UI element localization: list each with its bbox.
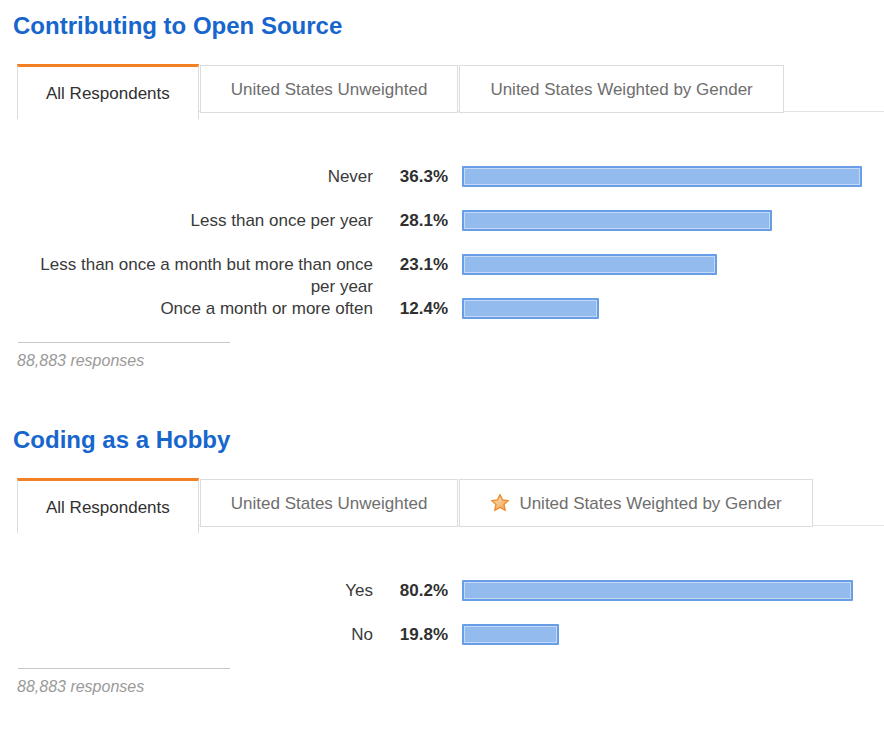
star-icon [490, 493, 510, 513]
bar-value: 23.1% [373, 254, 448, 276]
bar-label: No [17, 624, 373, 646]
tab-label: All Respondents [46, 485, 170, 530]
bar-track [462, 624, 884, 646]
tab-bar: All Respondents United States Unweighted… [17, 64, 884, 119]
bar-label: Less than once a month but more than onc… [17, 254, 373, 298]
divider [18, 668, 230, 669]
tab-label: United States Unweighted [231, 67, 428, 112]
tab-all-respondents[interactable]: All Respondents [17, 478, 199, 533]
bar [462, 298, 599, 319]
bar-track [462, 580, 884, 602]
bar-label: Less than once per year [17, 210, 373, 232]
divider [18, 342, 230, 343]
bar-value: 12.4% [373, 298, 448, 320]
bar-chart-contributing: Never 36.3% Less than once per year 28.1… [17, 119, 884, 320]
bar [462, 254, 717, 275]
responses-note: 88,883 responses [17, 351, 884, 371]
tab-label: United States Weighted by Gender [519, 481, 781, 526]
section-contributing-open-source: Contributing to Open Source All Responde… [17, 12, 884, 371]
chart-row: Once a month or more often 12.4% [17, 298, 884, 320]
bar-value: 36.3% [373, 166, 448, 188]
tab-label: All Respondents [46, 71, 170, 116]
bar [462, 210, 772, 231]
tab-us-unweighted[interactable]: United States Unweighted [200, 479, 459, 527]
bar-track [462, 298, 884, 320]
bar-value: 80.2% [373, 580, 448, 602]
bar-value: 19.8% [373, 624, 448, 646]
bar-track [462, 166, 884, 188]
tab-us-weighted-by-gender[interactable]: United States Weighted by Gender [459, 65, 783, 113]
tab-all-respondents[interactable]: All Respondents [17, 64, 199, 119]
bar-label: Yes [17, 580, 373, 602]
section-title: Contributing to Open Source [13, 12, 884, 40]
section-coding-as-hobby: Coding as a Hobby All Respondents United… [17, 426, 884, 697]
chart-row: Less than once per year 28.1% [17, 210, 884, 232]
section-title: Coding as a Hobby [13, 426, 884, 454]
bar-label: Never [17, 166, 373, 188]
responses-note: 88,883 responses [17, 677, 884, 697]
tab-label: United States Unweighted [231, 481, 428, 526]
tab-us-weighted-by-gender[interactable]: United States Weighted by Gender [459, 479, 812, 527]
chart-row: Never 36.3% [17, 166, 884, 188]
bar-track [462, 210, 884, 232]
bar-value: 28.1% [373, 210, 448, 232]
chart-row: No 19.8% [17, 624, 884, 646]
bar-track [462, 254, 884, 276]
bar-chart-hobby: Yes 80.2% No 19.8% [17, 533, 884, 646]
bar [462, 624, 559, 645]
chart-row: Less than once a month but more than onc… [17, 254, 884, 276]
bar [462, 166, 862, 187]
chart-row: Yes 80.2% [17, 580, 884, 602]
bar [462, 580, 853, 601]
tab-bar: All Respondents United States Unweighted… [17, 478, 884, 533]
bar-label: Once a month or more often [17, 298, 373, 320]
tab-us-unweighted[interactable]: United States Unweighted [200, 65, 459, 113]
tab-label: United States Weighted by Gender [490, 67, 752, 112]
